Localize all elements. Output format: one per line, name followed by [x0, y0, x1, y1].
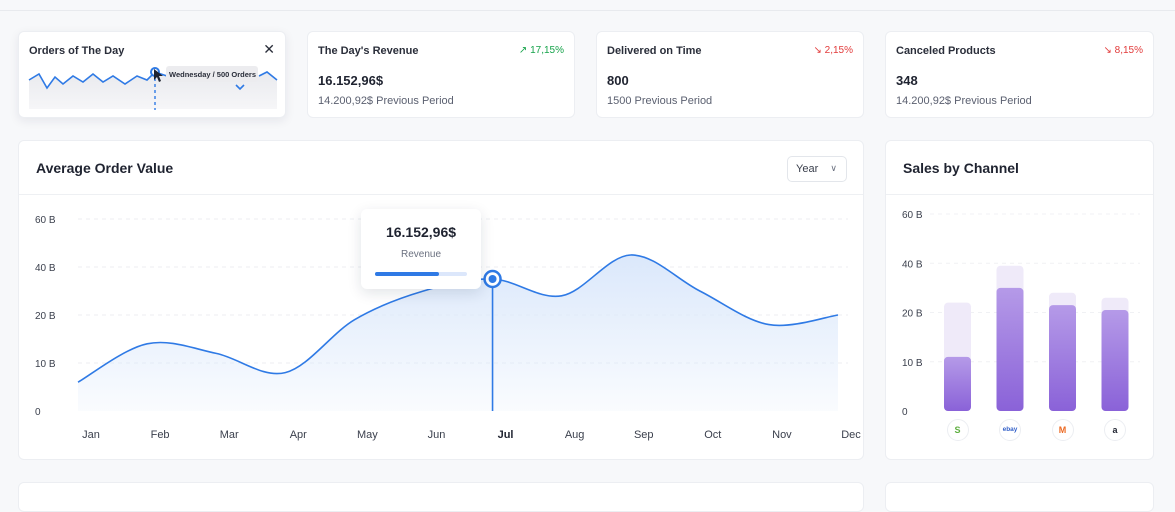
- aov-tooltip-progress-fill: [375, 272, 440, 276]
- aov-tooltip-label: Revenue: [400, 249, 442, 260]
- canceled-title: Canceled Products: [896, 45, 996, 57]
- revenue-change: ↗ 17,15%: [518, 45, 564, 56]
- aov-x-tick: Apr: [290, 429, 307, 441]
- channel-y-tick: 20 B: [902, 309, 923, 320]
- sales-channel-chart: 0 10 B 20 B 40 B 60 B: [902, 210, 1140, 418]
- year-select[interactable]: Year ∨: [787, 156, 847, 182]
- aov-x-tick: Sep: [634, 429, 654, 441]
- cursor-icon: [154, 69, 163, 82]
- sales-channel-title: Sales by Channel: [903, 160, 1019, 176]
- canceled-value: 348: [896, 73, 918, 88]
- aov-x-tick: Jun: [428, 429, 446, 441]
- sales-channel-divider: [886, 194, 1153, 195]
- revenue-title: The Day's Revenue: [318, 45, 419, 57]
- revenue-value: 16.152,96$: [318, 73, 384, 88]
- shopify-icon: S: [946, 419, 969, 441]
- channel-bar-value: [1101, 310, 1129, 411]
- sparkline-tooltip: Wednesday / 500 Orders: [166, 66, 258, 82]
- channel-y-tick: 0: [902, 407, 908, 418]
- delivered-change: ↘ 2,15%: [813, 45, 853, 56]
- aov-x-tick: Jul: [498, 429, 514, 441]
- canceled-change: ↘ 8,15%: [1103, 45, 1143, 56]
- delivered-title: Delivered on Time: [607, 45, 702, 57]
- delivered-previous: 1500 Previous Period: [607, 95, 713, 107]
- chevron-down-icon: [235, 84, 245, 91]
- aov-x-tick: Mar: [220, 429, 239, 441]
- aov-area: [78, 254, 838, 411]
- canceled-card: Canceled Products ↘ 8,15% 348 14.200,92$…: [885, 31, 1154, 118]
- aov-x-tick: Aug: [565, 429, 585, 441]
- magento-icon: M: [1051, 419, 1074, 441]
- channel-y-tick: 60 B: [902, 210, 923, 221]
- aov-divider: [19, 194, 863, 195]
- ebay-icon: ebay: [999, 419, 1021, 441]
- orders-of-day-title: Orders of The Day: [29, 45, 125, 57]
- orders-of-day-card: Orders of The Day ✕ Wednesday / 500 Orde…: [18, 31, 286, 118]
- delivered-card: Delivered on Time ↘ 2,15% 800 1500 Previ…: [596, 31, 864, 118]
- aov-y-tick: 40 B: [35, 263, 56, 274]
- aov-x-tick: Jan: [82, 429, 100, 441]
- canceled-previous: 14.200,92$ Previous Period: [896, 95, 1032, 107]
- bottom-card-right: [885, 482, 1154, 512]
- channel-bar-value: [1049, 305, 1076, 411]
- aov-highlight-point-core: [488, 275, 497, 283]
- aov-x-tick: Oct: [704, 429, 721, 441]
- close-icon[interactable]: ✕: [263, 41, 275, 57]
- aov-tooltip-value: 16.152,96$: [385, 224, 457, 240]
- aov-x-tick: May: [357, 429, 378, 441]
- aov-y-tick: 10 B: [35, 359, 56, 370]
- channel-y-tick: 10 B: [902, 358, 923, 369]
- aov-x-tick: Feb: [151, 429, 170, 441]
- bottom-card-left: [18, 482, 864, 512]
- aov-title: Average Order Value: [36, 160, 174, 176]
- aov-tooltip-progress: [375, 272, 467, 276]
- channel-y-tick: 40 B: [902, 259, 923, 270]
- chevron-down-icon: ∨: [830, 163, 837, 173]
- revenue-card: The Day's Revenue ↗ 17,15% 16.152,96$ 14…: [307, 31, 575, 118]
- delivered-value: 800: [607, 73, 629, 88]
- aov-x-tick: Dec: [841, 429, 861, 441]
- top-divider: [0, 10, 1175, 11]
- aov-x-tick: Nov: [772, 429, 792, 441]
- amazon-icon: a: [1104, 419, 1126, 441]
- revenue-previous: 14.200,92$ Previous Period: [318, 95, 454, 107]
- channel-bar-value: [944, 356, 971, 411]
- aov-y-tick: 0: [35, 407, 41, 418]
- year-select-value: Year: [796, 163, 819, 175]
- aov-tooltip: 16.152,96$ Revenue: [361, 209, 481, 289]
- aov-y-tick: 20 B: [35, 311, 56, 322]
- channel-bar-value: [996, 287, 1024, 411]
- aov-y-tick: 60 B: [35, 215, 56, 226]
- aov-chart: 0 10 B 20 B 40 B 60 B Jan Feb Mar Apr May Jun Jul Au…: [35, 215, 861, 441]
